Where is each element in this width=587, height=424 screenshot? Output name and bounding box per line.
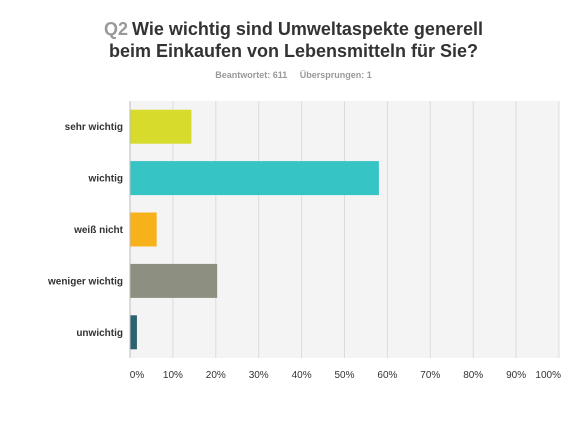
x-tick-label: 20% [206,370,226,381]
x-tick-label: 10% [163,370,183,381]
x-tick-label: 100% [535,370,561,381]
x-tick-label: 80% [463,370,483,381]
chart-title: Q2 Wie wichtig sind Umweltaspekte generel… [0,18,587,62]
x-tick-label: 50% [334,370,354,381]
category-label: wichtig [88,174,123,185]
x-tick-label: 90% [506,370,526,381]
x-tick-label: 30% [249,370,269,381]
x-tick-label: 60% [377,370,397,381]
response-stats: Beantwortet: 611 Übersprungen: 1 [0,70,587,80]
x-tick-label: 70% [420,370,440,381]
bar [130,212,157,247]
title-line-1: Wie wichtig sind Umweltaspekte generell [132,19,483,39]
category-label: weniger wichtig [47,276,123,287]
skipped-count: Übersprungen: 1 [299,70,372,80]
bar [130,161,379,196]
answered-count: Beantwortet: 611 [215,70,288,80]
x-tick-label: 40% [292,370,312,381]
x-tick-label: 0% [130,370,145,381]
bar [130,109,192,144]
bar [130,315,137,350]
category-label: weiß nicht [73,225,124,236]
title-line-2: beim Einkaufen von Lebensmitteln für Sie… [108,41,479,61]
bar [130,263,218,298]
category-label: sehr wichtig [65,122,123,133]
question-number: Q2 [104,19,129,39]
category-label: unwichtig [76,328,123,339]
